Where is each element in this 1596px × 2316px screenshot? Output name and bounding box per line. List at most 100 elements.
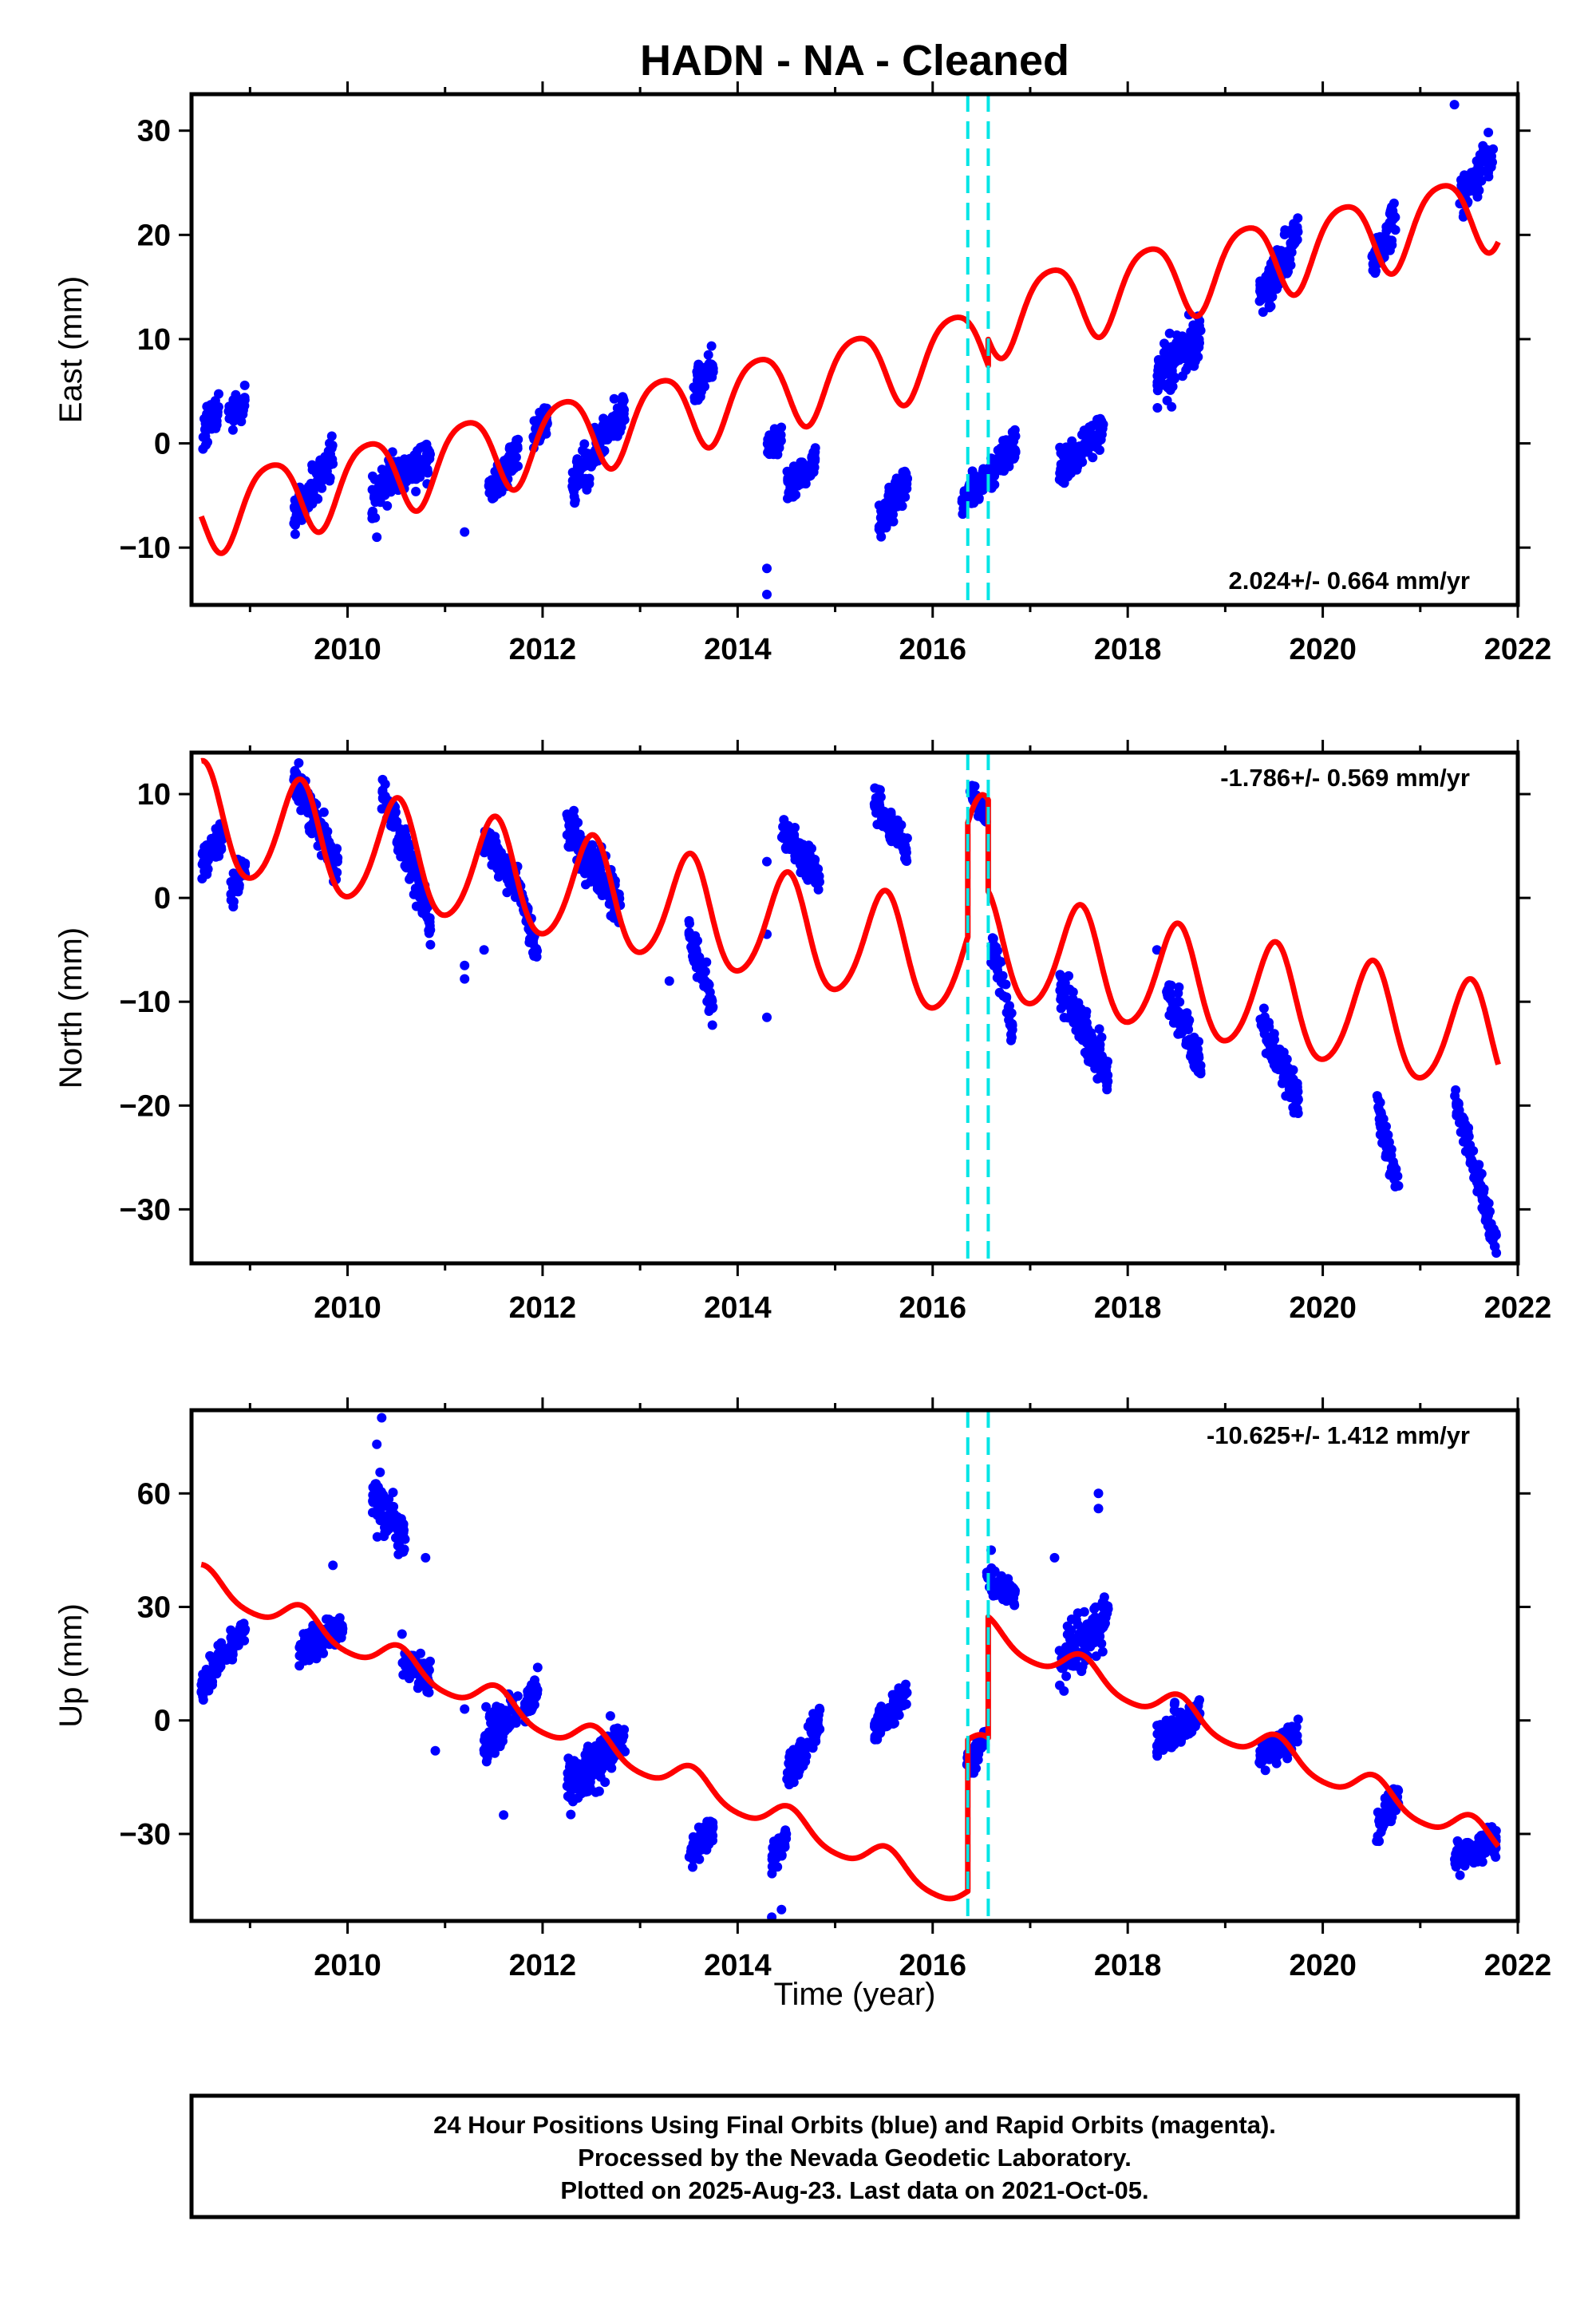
data-point <box>318 807 329 817</box>
data-point <box>1472 1163 1482 1173</box>
data-point <box>889 503 899 513</box>
data-point <box>411 486 421 496</box>
plot-area <box>198 94 1501 605</box>
data-point <box>410 883 421 894</box>
data-point <box>572 454 583 464</box>
data-point <box>1373 1102 1384 1113</box>
data-point <box>417 458 428 468</box>
data-point <box>1368 265 1378 275</box>
data-point <box>595 860 606 871</box>
data-point <box>609 393 619 404</box>
data-point <box>290 768 301 778</box>
data-point <box>212 407 223 417</box>
data-point <box>372 1531 382 1542</box>
data-points <box>196 1413 1501 1921</box>
data-point <box>1466 1155 1476 1165</box>
data-point <box>326 431 337 441</box>
data-point <box>1087 421 1097 431</box>
data-point <box>895 498 906 508</box>
x-tick-label: 2020 <box>1289 1949 1357 1982</box>
data-point <box>300 1634 310 1644</box>
x-tick-label: 2018 <box>1094 1291 1162 1325</box>
y-tick-label: 0 <box>154 428 171 461</box>
x-tick-label: 2016 <box>899 633 966 666</box>
data-point <box>994 987 1005 998</box>
data-point <box>1183 1025 1194 1034</box>
data-point <box>1457 1115 1468 1125</box>
data-point <box>1079 446 1088 456</box>
data-point <box>1059 1686 1069 1696</box>
rate-annotation: -10.625+/- 1.412 mm/yr <box>1207 1421 1470 1449</box>
data-point <box>369 490 380 500</box>
data-point <box>1091 1651 1101 1662</box>
data-point <box>500 1705 511 1716</box>
data-point <box>1279 1058 1290 1069</box>
data-point <box>372 1506 382 1516</box>
x-tick-label: 2020 <box>1289 633 1357 666</box>
data-point <box>202 414 211 425</box>
y-axis-label: Up (mm) <box>53 1603 89 1728</box>
data-point <box>508 1714 519 1725</box>
data-point <box>1449 100 1460 110</box>
data-point <box>422 902 433 912</box>
data-point <box>1293 1086 1303 1097</box>
data-point <box>205 1650 215 1661</box>
y-tick-label: 30 <box>137 115 171 148</box>
figure-title: HADN - NA - Cleaned <box>640 37 1069 85</box>
data-point <box>875 526 886 536</box>
data-point <box>1271 284 1282 294</box>
data-point <box>425 939 436 950</box>
y-tick-label: −30 <box>120 1818 171 1852</box>
data-point <box>1491 1852 1501 1862</box>
data-point <box>388 1488 398 1498</box>
data-point <box>708 1836 717 1846</box>
data-point <box>783 821 792 832</box>
data-point <box>812 868 822 879</box>
data-point <box>1096 1032 1107 1042</box>
data-point <box>1258 1003 1269 1014</box>
data-point <box>1153 366 1163 376</box>
data-point <box>1390 1181 1400 1192</box>
data-point <box>227 425 238 435</box>
data-point <box>974 494 984 504</box>
data-point <box>1073 998 1084 1008</box>
data-point <box>1005 1010 1015 1021</box>
data-point <box>782 1768 792 1778</box>
data-point <box>328 1560 338 1571</box>
x-tick-label: 2022 <box>1484 633 1552 666</box>
data-point <box>1452 1098 1462 1109</box>
data-point <box>403 468 413 477</box>
data-point <box>890 481 899 491</box>
data-point <box>481 1733 492 1743</box>
data-point <box>1093 1488 1104 1499</box>
data-point <box>214 389 223 399</box>
data-point <box>1081 427 1092 437</box>
data-point <box>504 451 515 461</box>
data-point <box>1481 1204 1491 1215</box>
data-point <box>590 1769 600 1780</box>
data-point <box>1187 1727 1197 1737</box>
data-point <box>1192 1048 1203 1058</box>
data-point <box>1152 403 1163 413</box>
data-point <box>294 758 304 768</box>
data-point <box>1171 1733 1182 1743</box>
data-point <box>1079 1607 1089 1617</box>
data-point <box>1271 1045 1282 1054</box>
data-point <box>1093 1504 1104 1514</box>
data-point <box>377 1413 387 1423</box>
data-point <box>762 856 772 867</box>
data-point <box>812 1713 822 1724</box>
data-point <box>424 925 434 935</box>
data-point <box>336 1633 346 1642</box>
data-point <box>531 943 542 954</box>
x-tick-label: 2022 <box>1484 1291 1552 1325</box>
data-point <box>230 397 240 408</box>
x-axis-label: Time (year) <box>774 1977 936 2012</box>
data-point <box>1007 445 1017 455</box>
data-point <box>884 825 895 836</box>
data-point <box>221 1655 231 1665</box>
data-point <box>239 380 250 390</box>
data-point <box>1381 226 1392 236</box>
y-tick-label: 0 <box>154 882 171 915</box>
plot-frame <box>189 1408 1520 1923</box>
